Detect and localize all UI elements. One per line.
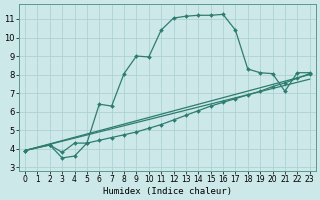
X-axis label: Humidex (Indice chaleur): Humidex (Indice chaleur) [103, 187, 232, 196]
